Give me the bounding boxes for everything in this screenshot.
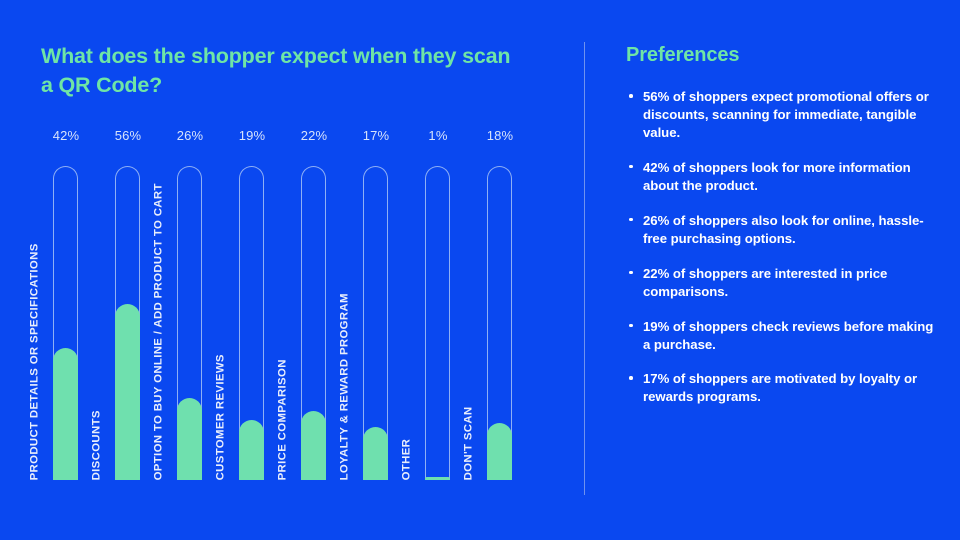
- list-item: 26% of shoppers also look for online, ha…: [626, 212, 936, 248]
- bar-chart: 42% PRODUCT DETAILS OR SPECIFICATIONS 56% D…: [29, 128, 551, 488]
- bar-category-label: DON'T SCAN: [462, 406, 475, 480]
- list-item: 42% of shoppers look for more informatio…: [626, 159, 936, 195]
- bar-track: [301, 166, 326, 480]
- list-item-text: 56% of shoppers expect promotional offer…: [643, 89, 929, 140]
- bar-track: [425, 166, 450, 480]
- preferences-title: Preferences: [626, 44, 740, 66]
- bar-fill: [487, 423, 512, 480]
- bar-value-label: 17%: [362, 128, 390, 143]
- bar-value-label: 56%: [114, 128, 142, 143]
- bar-category-label: PRODUCT DETAILS OR SPECIFICATIONS: [28, 242, 41, 480]
- bar-column: 18% DON'T SCAN: [463, 128, 537, 488]
- bar-fill: [177, 398, 202, 480]
- bar-track: [177, 166, 202, 480]
- bar-fill: [115, 304, 140, 480]
- bullet-icon: [629, 164, 633, 169]
- bar-track: [363, 166, 388, 480]
- bar-value-label: 22%: [300, 128, 328, 143]
- bullet-icon: [629, 270, 633, 275]
- bar-column: 26% OPTION TO BUY ONLINE / ADD PRODUCT TO…: [153, 128, 227, 488]
- bar-category-label: DISCOUNTS: [90, 409, 103, 480]
- bar-fill: [301, 410, 326, 480]
- bar-track: [53, 166, 78, 480]
- list-item-text: 26% of shoppers also look for online, ha…: [643, 212, 924, 246]
- bar-value-label: 1%: [428, 128, 448, 143]
- bar-value-label: 18%: [486, 128, 514, 143]
- bar-column: 56% DISCOUNTS: [91, 128, 165, 488]
- bullet-icon: [629, 217, 633, 222]
- list-item: 22% of shoppers are interested in price …: [626, 265, 936, 301]
- bullet-icon: [629, 94, 633, 98]
- bar-fill: [53, 348, 78, 480]
- bar-category-label: OPTION TO BUY ONLINE / ADD PRODUCT TO CA…: [152, 182, 165, 480]
- list-item-text: 19% of shoppers check reviews before mak…: [643, 318, 934, 352]
- bar-track: [487, 166, 512, 480]
- list-item: 17% of shoppers are motivated by loyalty…: [626, 370, 936, 406]
- bar-column: 17% LOYALTY & REWARD PROGRAM: [339, 128, 413, 488]
- list-item-text: 17% of shoppers are motivated by loyalty…: [643, 371, 918, 405]
- bar-fill: [363, 426, 388, 480]
- bar-column: 22% PRICE COMPARISON: [277, 128, 351, 488]
- bar-fill: [425, 476, 450, 480]
- bar-value-label: 19%: [238, 128, 266, 143]
- preferences-list: 56% of shoppers expect promotional offer…: [626, 88, 936, 423]
- chart-panel: What does the shopper expect when they s…: [29, 44, 551, 488]
- bar-track: [239, 166, 264, 480]
- bar-category-label: LOYALTY & REWARD PROGRAM: [338, 292, 351, 480]
- page-title: What does the shopper expect when they s…: [41, 44, 511, 97]
- bar-column: 19% CUSTOMER REVIEWS: [215, 128, 289, 488]
- bar-value-label: 26%: [176, 128, 204, 143]
- bullet-icon: [629, 376, 633, 380]
- bar-category-label: CUSTOMER REVIEWS: [214, 353, 227, 480]
- bar-category-label: OTHER: [400, 438, 413, 480]
- preferences-panel: Preferences 56% of shoppers expect promo…: [585, 0, 960, 540]
- list-item: 56% of shoppers expect promotional offer…: [626, 88, 936, 142]
- list-item-text: 22% of shoppers are interested in price …: [643, 265, 888, 299]
- bar-column: 1% OTHER: [401, 128, 475, 488]
- bar-category-label: PRICE COMPARISON: [276, 358, 289, 480]
- bar-fill: [239, 420, 264, 480]
- bar-value-label: 42%: [52, 128, 80, 143]
- bullet-icon: [629, 323, 633, 328]
- list-item-text: 42% of shoppers look for more informatio…: [643, 159, 911, 193]
- bar-column: 42% PRODUCT DETAILS OR SPECIFICATIONS: [29, 128, 103, 488]
- list-item: 19% of shoppers check reviews before mak…: [626, 318, 936, 354]
- panel-divider: [584, 42, 585, 495]
